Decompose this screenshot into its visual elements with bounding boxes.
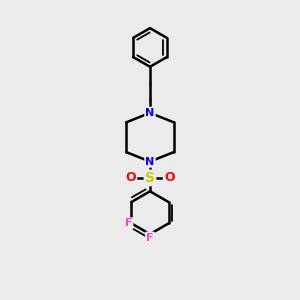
Text: O: O	[125, 171, 136, 184]
Text: N: N	[146, 157, 154, 166]
Text: F: F	[146, 233, 154, 243]
Text: N: N	[146, 108, 154, 118]
Text: S: S	[145, 171, 155, 185]
Text: F: F	[125, 218, 132, 228]
Text: O: O	[164, 171, 175, 184]
